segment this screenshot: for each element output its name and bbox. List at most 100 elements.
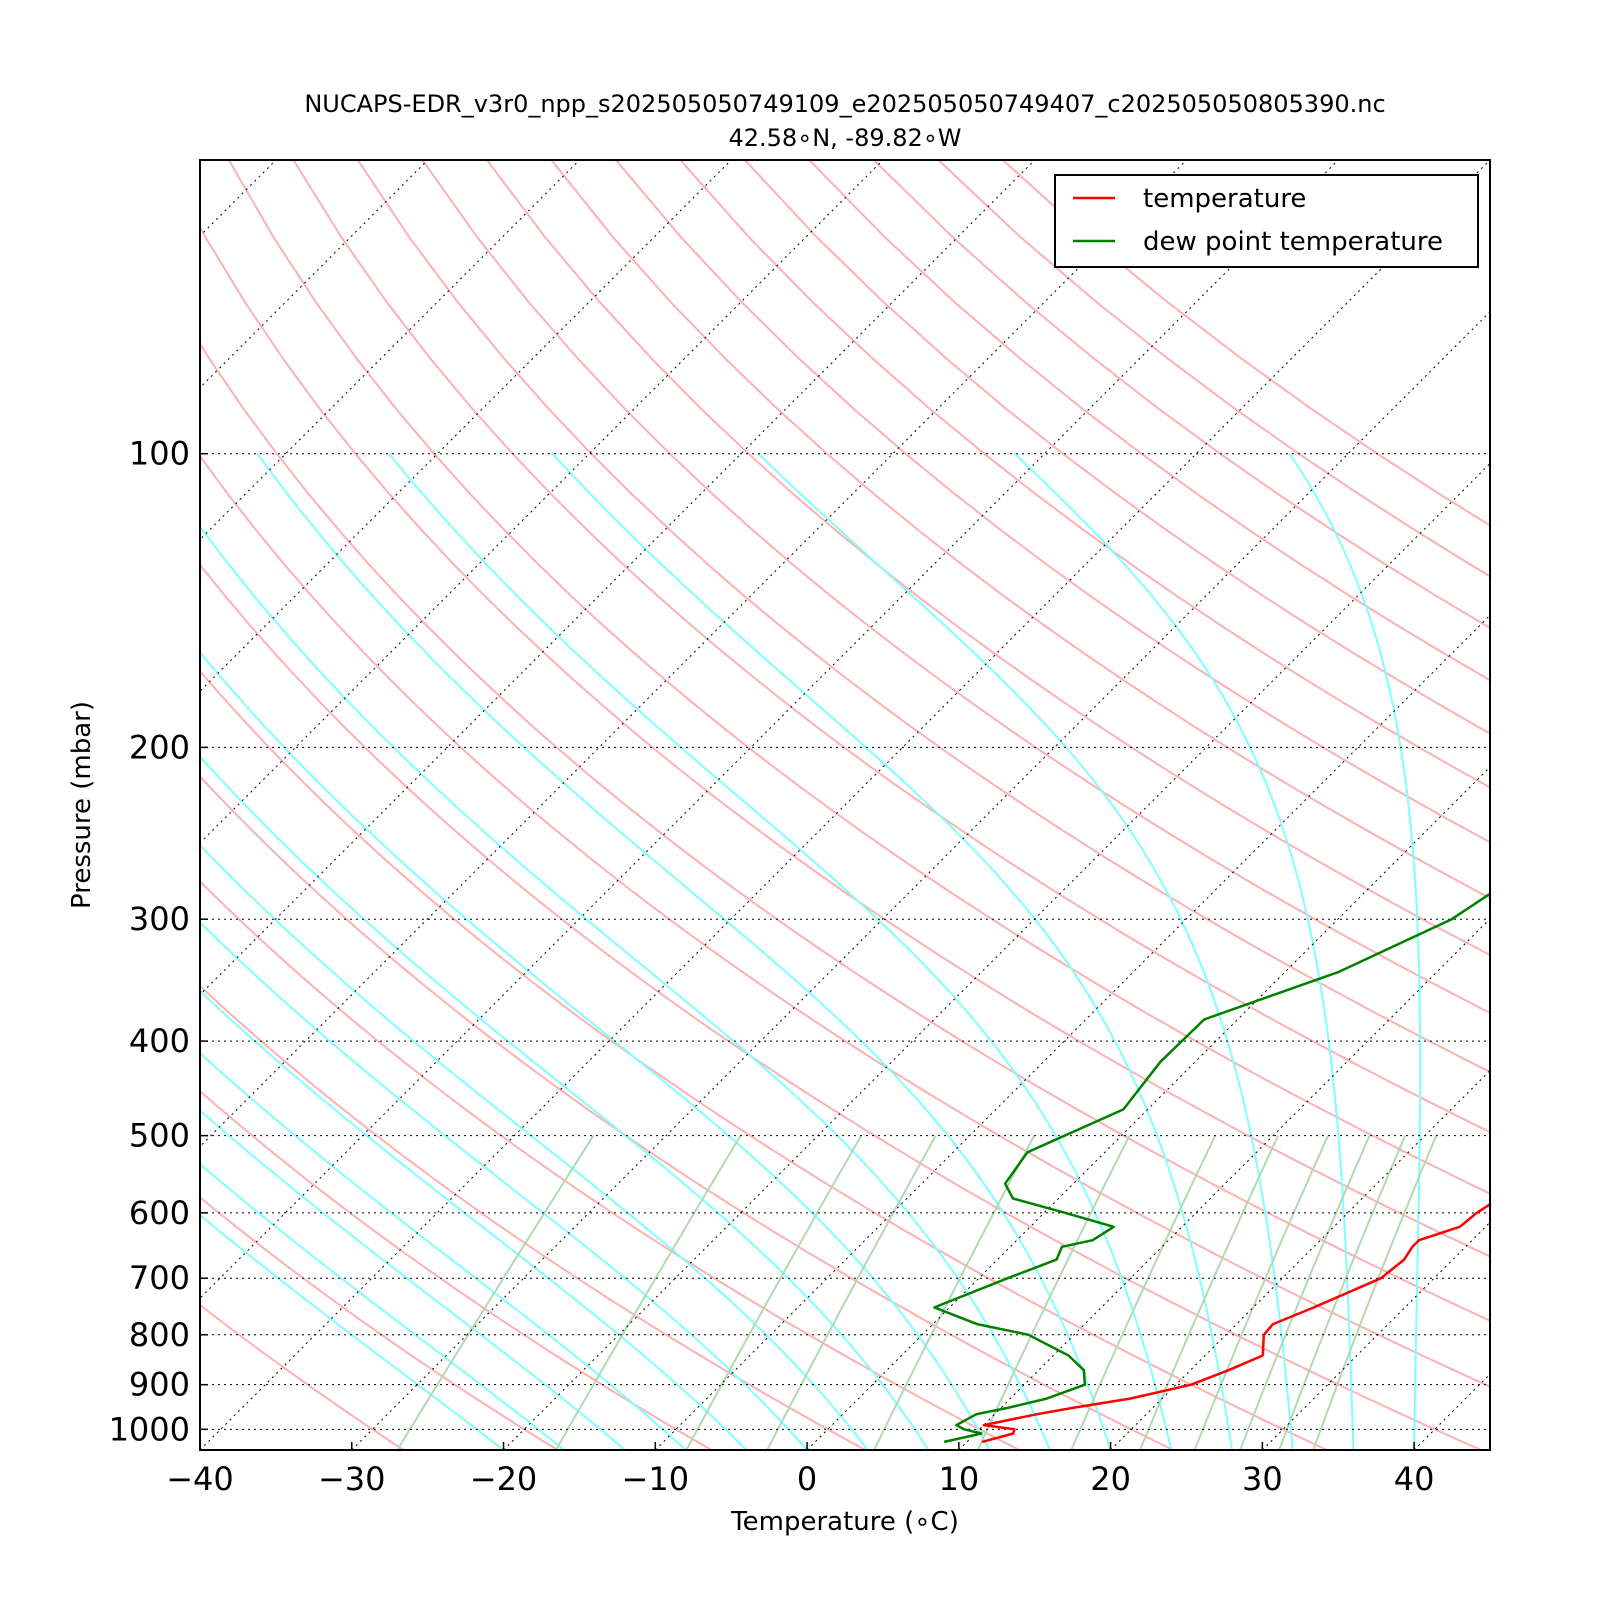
dry-adiabat-line-11 (228, 160, 1490, 1195)
dry-adiabat-line-23 (1002, 160, 1490, 527)
moist-adiabat-line-2 (200, 1109, 626, 1450)
isotherm-grid-line (200, 160, 1187, 1148)
moist-adiabat-line-11 (388, 453, 1173, 1450)
x-tick-label-8: 40 (1394, 1460, 1435, 1498)
y-tick-label-0: 100 (129, 435, 190, 473)
isotherm-grid-line (1413, 1373, 1490, 1450)
isotherm-grid-line (200, 160, 1339, 1299)
mixing-ratio-line-0 (396, 1135, 595, 1450)
y-tick-label-4: 500 (129, 1117, 190, 1155)
moist-adiabat-line-15 (1288, 453, 1422, 1450)
moist-adiabat-line-13 (757, 452, 1294, 1450)
x-tick-label-6: 20 (1090, 1460, 1131, 1498)
dry-adiabat-line-14 (421, 160, 1490, 1015)
dry-adiabat-line-19 (744, 160, 1490, 735)
dry-adiabat-line-10 (200, 224, 1490, 1258)
plot-frame (199, 159, 1491, 1451)
moist-adiabat-line-3 (200, 1051, 687, 1450)
isotherm-grid-line (1566, 160, 1600, 1450)
dry-adiabat-line-2 (200, 1089, 712, 1450)
dry-adiabat-line-16 (550, 160, 1490, 900)
mixing-ratio-line-3 (766, 1135, 937, 1450)
legend-box (1054, 174, 1479, 268)
moist-adiabat-line-9 (200, 524, 1051, 1450)
isotherm-grid-line (200, 160, 429, 389)
mixing-ratio-line-4 (873, 1135, 1036, 1450)
isotherm-grid-line (503, 462, 1490, 1450)
x-axis-label: Temperature (∘C) (730, 1507, 959, 1537)
y-tick-label-7: 800 (129, 1316, 190, 1354)
x-tick-label-7: 30 (1242, 1460, 1283, 1498)
y-tick-label-5: 600 (129, 1194, 190, 1232)
chart-subtitle: 42.58∘N, -89.82∘W (728, 124, 961, 152)
isotherm-grid-line (200, 160, 1490, 1450)
x-tick-label-4: 0 (797, 1460, 817, 1498)
isotherm-grid-line (200, 160, 884, 844)
dry-adiabat-line-17 (615, 160, 1490, 844)
y-tick-label-6: 700 (129, 1259, 190, 1297)
data-series (933, 892, 1490, 1444)
dry-adiabat-line-22 (937, 160, 1490, 578)
y-tick-label-9: 1000 (109, 1410, 190, 1448)
moist-adiabat-line-8 (200, 650, 991, 1450)
moist-adiabat-line-6 (200, 843, 869, 1450)
moist-adiabat-line-1 (200, 1162, 565, 1450)
x-axis-ticks: −40 −30 −20 −10 0 10 20 30 40 (166, 1442, 1434, 1498)
dry-adiabat-line-5 (200, 775, 1174, 1450)
mixing-ratio-line-1 (555, 1135, 742, 1450)
mixing-ratio-line-10 (1278, 1135, 1407, 1450)
y-axis-ticks: 100 200 300 400 500 600 700 800 900 1000 (109, 435, 208, 1448)
legend-label-dewpoint: dew point temperature (1143, 227, 1443, 257)
isotherm-grid-line (1261, 1221, 1490, 1450)
dry-adiabat-line-13 (357, 160, 1490, 1074)
mixing-ratio-line-9 (1239, 1135, 1371, 1450)
y-tick-label-3: 400 (129, 1022, 190, 1060)
x-tick-label-0: −40 (166, 1460, 234, 1498)
mixing-ratio-line-7 (1139, 1135, 1280, 1450)
moist-adiabat-line-14 (1014, 452, 1355, 1450)
y-tick-label-2: 300 (129, 900, 190, 938)
x-tick-label-5: 10 (938, 1460, 979, 1498)
y-axis-label: Pressure (mbar) (67, 701, 97, 909)
isotherm-grid-line (351, 311, 1490, 1450)
legend: temperature dew point temperature (1054, 174, 1479, 268)
moist-adiabat-line-12 (551, 453, 1233, 1450)
x-tick-label-1: −30 (318, 1460, 386, 1498)
moist-adiabat-line-0 (200, 1213, 505, 1450)
isotherm-grid-line (0, 160, 124, 1450)
dry-adiabat-line-7 (200, 563, 1482, 1450)
dry-adiabat-line-18 (679, 160, 1490, 789)
x-tick-label-3: −10 (622, 1460, 690, 1498)
isotherm-grid-line (806, 766, 1490, 1450)
moist-adiabat-line-7 (200, 755, 930, 1450)
legend-label-temperature: temperature (1143, 184, 1306, 214)
dry-adiabat-line-4 (200, 879, 1020, 1450)
temperature-profile-line (981, 1202, 1490, 1444)
chart-title: NUCAPS-EDR_v3r0_npp_s202505050749109_e20… (304, 90, 1385, 118)
mixing-ratio-line-11 (1312, 1135, 1438, 1450)
mixing-ratio-line-2 (685, 1135, 863, 1450)
isotherm-grid-line (958, 918, 1490, 1450)
moist-adiabat-line-10 (256, 453, 1112, 1450)
isotherm-grid-line (200, 160, 1036, 996)
dry-adiabat-line-3 (200, 984, 866, 1450)
thermodynamic-reference-lines (200, 160, 1490, 1450)
dry-adiabat-line-0 (200, 1303, 405, 1450)
y-tick-label-8: 900 (129, 1366, 190, 1404)
isotherm-grid-line (200, 160, 732, 692)
mixing-ratio-line-8 (1193, 1135, 1329, 1450)
dry-adiabat-line-21 (873, 160, 1490, 630)
dry-adiabat-line-12 (292, 160, 1490, 1134)
grid (0, 160, 1600, 1450)
moist-adiabat-line-5 (200, 921, 808, 1450)
dry-adiabat-line-15 (486, 160, 1490, 957)
x-tick-label-2: −20 (470, 1460, 538, 1498)
y-tick-label-1: 200 (129, 728, 190, 766)
dewpoint-profile-line (933, 892, 1490, 1444)
dry-adiabat-line-6 (200, 669, 1328, 1450)
dry-adiabat-line-8 (200, 454, 1490, 1388)
mixing-ratio-line-6 (1070, 1135, 1217, 1450)
dry-adiabat-line-9 (200, 341, 1490, 1322)
isotherm-grid-line (200, 160, 277, 237)
